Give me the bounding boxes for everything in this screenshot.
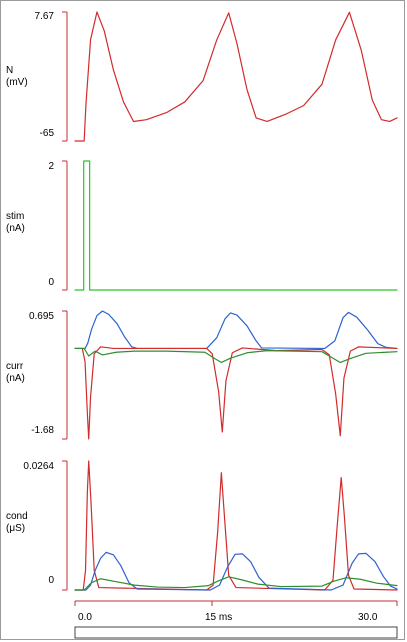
- chart-2-series-2-line: [74, 347, 398, 364]
- time-tick-1: 15 ms: [205, 612, 232, 623]
- curr-axis-label: curr: [6, 361, 24, 372]
- n-y-min-tick: -65: [40, 128, 55, 139]
- chart-1-series-0-line: [74, 160, 398, 291]
- chart-2-series-0-line: [74, 310, 398, 350]
- time-scrollbar[interactable]: [74, 626, 398, 639]
- stim-y-max-tick: 2: [48, 161, 54, 172]
- chart-3-series-1-line: [74, 551, 398, 591]
- cond-axis-label: cond: [6, 511, 28, 522]
- plot-layer: [62, 11, 398, 606]
- time-tick-0: 0.0: [78, 612, 92, 623]
- chart-2-series-1-line: [74, 346, 398, 440]
- stim-axis-label: stim: [6, 211, 24, 222]
- cond-y-max-tick: 0.0264: [23, 461, 54, 472]
- stim-unit-label: (nA): [6, 223, 25, 234]
- cond-y-min-tick: 0: [48, 575, 54, 586]
- curr-y-min-tick: -1.68: [31, 425, 54, 436]
- time-tick-2: 30.0: [358, 612, 378, 623]
- cond-unit-label: (μS): [6, 523, 25, 534]
- n-unit-label: (mV): [6, 77, 28, 88]
- n-axis-label: N: [6, 65, 13, 76]
- chart-3-series-2-line: [74, 576, 398, 591]
- curr-unit-label: (nA): [6, 373, 25, 384]
- stim-y-min-tick: 0: [48, 277, 54, 288]
- curr-y-max-tick: 0.695: [29, 311, 54, 322]
- n-y-max-tick: 7.67: [35, 11, 55, 22]
- chart-3-series-0-line: [74, 460, 398, 591]
- chart-0-series-0-line: [74, 11, 398, 142]
